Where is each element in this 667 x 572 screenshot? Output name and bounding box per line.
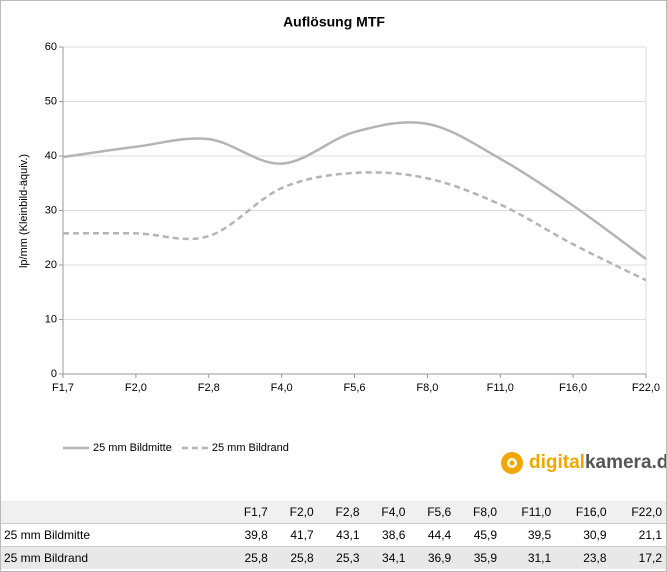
line (62, 171, 647, 282)
x-tick-label: F22,0 (632, 382, 660, 394)
table-cell: 25,3 (336, 551, 360, 565)
table-cell (1, 501, 226, 524)
y-tick-label: 60 (45, 41, 57, 53)
table-header-cell: F8,0 (473, 505, 498, 519)
table-header-cell: F16,0 (575, 505, 607, 519)
table-cell: 34,1 (382, 551, 406, 565)
table-cell: 45,9 (455, 523, 502, 547)
x-tick-label: F4,0 (271, 382, 293, 394)
x-tick-label: F5,6 (343, 382, 365, 394)
table-header-cell: F22,0 (631, 505, 662, 519)
table-cell: 41,7 (271, 523, 318, 547)
table-cell: 25,8 (244, 551, 268, 565)
table-header-cell: F4,0 (381, 505, 406, 519)
table-cell: 35,9 (473, 551, 498, 565)
table-cell: 17,2 (638, 551, 662, 565)
svg-text:digitalkamera.de: digitalkamera.de (529, 452, 666, 473)
chart: Auflösung MTF lp/mm (Kleinbild-äquiv.) d… (18, 14, 666, 474)
legend-label: 25 mm Bildrand (212, 442, 289, 454)
table-header-cell: F5,6 (427, 505, 452, 519)
logo-text: digital (529, 452, 585, 473)
table-row: 25 mm Bildmitte 39,8 41,7 43,1 38,6 44,4 45,9 3… (1, 523, 666, 547)
x-tick-label: F11,0 (487, 382, 514, 394)
x-tick-label: F1,7 (52, 382, 74, 394)
logo-text: kamera.de (585, 452, 666, 473)
table-row-label: 25 mm Bildmitte (1, 523, 226, 547)
y-tick-label: 10 (45, 313, 57, 325)
table-header: F1,7 F2,0 F2,8 F4,0 F5,6 F8,0 F11,0 F16,0 F22,0 (1, 501, 666, 524)
table-header-cell: F2,0 (289, 505, 314, 519)
line (62, 121, 647, 261)
table-cell: 44,4 (409, 523, 456, 547)
x-tick-label: F2,0 (125, 382, 147, 394)
x-tick-label: F16,0 (559, 382, 587, 394)
data-table: F1,7 F2,0 F2,8 F4,0 F5,6 F8,0 F11,0 F16,0 F22,0 … (1, 501, 666, 569)
table-cell: 36,9 (427, 551, 452, 565)
table-cell: 21,1 (610, 523, 666, 547)
x-tick-label: F8,0 (416, 382, 438, 394)
y-tick-label: 40 (45, 150, 57, 162)
table-row-label: 25 mm Bildrand (4, 551, 89, 565)
table-header-cell: F11,0 (521, 505, 552, 519)
table-header-cell: F1,7 (243, 505, 268, 519)
chart-title: Auflösung MTF (283, 14, 385, 30)
table-cell: 43,1 (317, 523, 364, 547)
table-header-cell: F2,8 (335, 505, 360, 519)
y-tick-label: 20 (45, 259, 57, 271)
table-cell: 23,8 (583, 551, 607, 565)
y-tick-label: 50 (45, 95, 57, 107)
x-tick-label: F2,8 (198, 382, 220, 394)
logo-icon (509, 460, 515, 466)
table-cell: 39,5 (501, 523, 556, 547)
y-tick-label: 0 (51, 368, 57, 380)
table-cell: 25,8 (290, 551, 314, 565)
legend-label: 25 mm Bildmitte (93, 442, 172, 454)
logo: digitalkamera.de (501, 452, 666, 474)
table-cell: 30,9 (555, 523, 611, 547)
table-cell: 31,1 (527, 551, 552, 565)
y-axis-label: lp/mm (Kleinbild-äquiv.) (18, 154, 30, 268)
y-tick-label: 30 (45, 204, 57, 216)
table-cell: 39,8 (226, 523, 272, 547)
table-row: 25 mm Bildrand 25,8 25,8 25,3 34,1 36,9 35,9 31… (1, 546, 666, 569)
table-cell: 38,6 (363, 523, 410, 547)
